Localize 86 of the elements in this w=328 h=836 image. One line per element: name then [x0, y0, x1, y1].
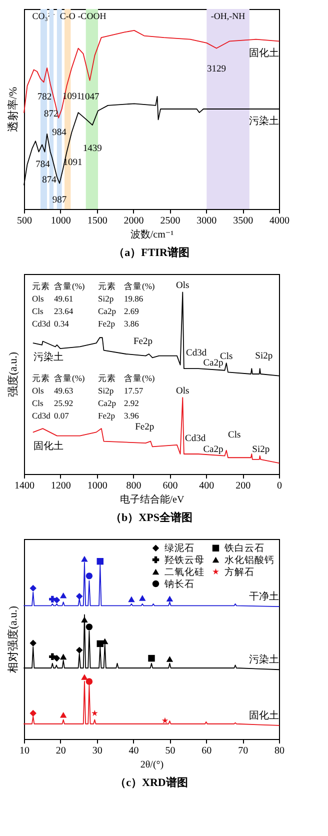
legend-label: 钠长石 [164, 578, 194, 590]
series-label: 污染土 [249, 115, 279, 127]
annotation: Fe2p [135, 422, 154, 432]
point [148, 654, 155, 662]
point [60, 592, 67, 598]
annotation: 1439 [82, 144, 102, 154]
legend-label: 铁白云石 [224, 542, 264, 554]
point [128, 596, 135, 602]
annotation: Fe2p [133, 337, 153, 347]
annotation: Si2p [252, 444, 270, 455]
x-tick-label: 400 [199, 480, 214, 492]
annotation: Ols [176, 281, 190, 292]
series-label: 污染土 [249, 654, 279, 666]
point [139, 595, 146, 601]
series-label: 干净土 [249, 590, 279, 603]
point [91, 710, 98, 716]
x-tick-label: 3500 [233, 216, 254, 226]
band-label: -OH,-NH [210, 11, 246, 21]
annotation: 1047 [80, 92, 100, 102]
x-tick-label: 30 [92, 746, 102, 756]
annotation: 872 [44, 110, 58, 120]
band-label: C-O [60, 11, 76, 21]
x-tick-label: 800 [126, 480, 142, 492]
x-tick-label: 80 [274, 746, 284, 756]
x-axis-title: 2θ/(°) [140, 760, 164, 770]
x-tick-label: 70 [238, 746, 248, 756]
annotation: Cd3d [185, 434, 206, 444]
text: 元素 含量(%) 元素 含量(%) [32, 281, 155, 291]
x-tick-label: 4000 [270, 216, 290, 226]
band-label: -COOH [78, 11, 107, 21]
x-tick-label: 40 [128, 746, 139, 756]
text: Ols 49.61 Si2p 19.86 [32, 294, 144, 304]
x-tick-label: 60 [202, 746, 212, 756]
text: 元素 含量(%) 元素 含量(%) [32, 373, 155, 383]
annotation: Cd3d [186, 348, 207, 359]
x-tick-label: 3000 [196, 216, 217, 226]
annotation: 3129 [206, 64, 226, 74]
y-axis-title: 强度(a.u.) [6, 352, 20, 398]
series-label: 固化土 [249, 709, 279, 722]
legend-label: 羟铁云母 [164, 554, 204, 566]
annotation: 782 [37, 92, 52, 103]
legend-label: 二氧化硅 [164, 566, 204, 578]
x-axis-title: 电子结合能/eV [120, 494, 185, 506]
legend-label: 水化铝酸钙 [224, 554, 274, 566]
annotation: Cls [228, 430, 241, 440]
text: Cd3d 0.34 Fe2p 3.86 [32, 318, 139, 328]
x-tick-label: 2000 [124, 216, 144, 226]
text: Cls 25.92 Ca2p 2.92 [32, 398, 139, 408]
point [96, 640, 104, 648]
annotation: 987 [52, 195, 67, 206]
x-tick-label: 1400 [14, 480, 34, 492]
point [166, 596, 174, 602]
text: （a）FTIR谱图 [114, 246, 190, 259]
y-axis-title: 相对强度(a.u.) [6, 606, 20, 674]
point [162, 717, 168, 724]
annotation: Si2p [255, 352, 273, 362]
text: （c）XRD谱图 [115, 776, 188, 789]
text: Cd3d 0.07 Fe2p 3.96 [32, 410, 139, 420]
x-tick-label: 1000 [50, 216, 71, 226]
x-tick-label: 600 [162, 480, 178, 492]
x-axis-title: 波数/cm⁻¹ [130, 228, 174, 240]
legend-label: 方解石 [224, 566, 254, 578]
text: Cls 23.64 Ca2p 2.69 [32, 306, 139, 316]
x-tick-label: 10 [20, 746, 30, 756]
annotation: 984 [52, 128, 67, 138]
annotation: Ca2p [203, 444, 224, 455]
series-label: 固化土 [249, 47, 279, 60]
series-label: 固化土 [33, 440, 64, 452]
x-tick-label: 1500 [87, 216, 108, 226]
x-tick-label: 200 [236, 480, 251, 492]
x-tick-label: 1200 [50, 480, 71, 492]
x-tick-label: 1000 [87, 480, 108, 492]
x-tick-label: 50 [165, 746, 176, 756]
y-axis-title: 透射率/% [6, 86, 20, 132]
x-tick-label: 500 [17, 216, 32, 226]
x-tick-label: 0 [277, 480, 282, 492]
text: （b）XPS全谱图 [110, 511, 192, 524]
annotation: Ols [176, 386, 190, 397]
annotation: 874 [42, 176, 57, 186]
legend-label: 绿泥石 [164, 542, 194, 554]
series-label: 污染土 [33, 351, 64, 364]
x-tick-label: 20 [56, 746, 66, 756]
point [81, 556, 88, 562]
x-tick-label: 2500 [160, 216, 180, 226]
annotation: 784 [36, 160, 50, 170]
text: Ols 49.63 Si2p 17.57 [32, 386, 144, 396]
